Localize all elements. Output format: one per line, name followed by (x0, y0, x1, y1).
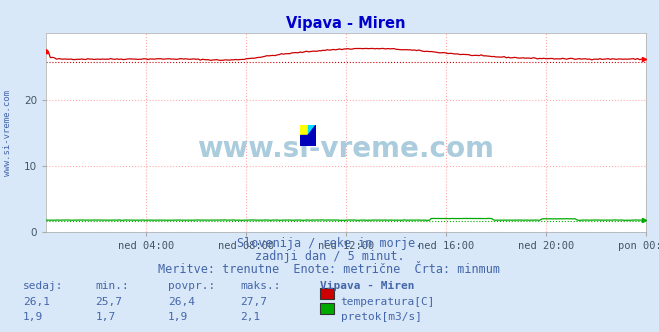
Text: Slovenija / reke in morje.: Slovenija / reke in morje. (237, 237, 422, 250)
Polygon shape (308, 124, 316, 135)
Text: 1,9: 1,9 (168, 312, 188, 322)
Text: www.si-vreme.com: www.si-vreme.com (198, 135, 494, 163)
Text: 2,1: 2,1 (241, 312, 261, 322)
Text: min.:: min.: (96, 281, 129, 290)
Text: 26,4: 26,4 (168, 297, 195, 307)
Polygon shape (300, 124, 308, 135)
Text: povpr.:: povpr.: (168, 281, 215, 290)
Title: Vipava - Miren: Vipava - Miren (286, 16, 406, 31)
Text: www.si-vreme.com: www.si-vreme.com (3, 90, 13, 176)
Text: 26,1: 26,1 (23, 297, 50, 307)
Text: temperatura[C]: temperatura[C] (341, 297, 435, 307)
Text: Vipava - Miren: Vipava - Miren (320, 281, 414, 290)
Polygon shape (308, 124, 316, 135)
Text: 25,7: 25,7 (96, 297, 123, 307)
Polygon shape (300, 135, 316, 146)
Text: zadnji dan / 5 minut.: zadnji dan / 5 minut. (254, 250, 405, 263)
Text: sedaj:: sedaj: (23, 281, 63, 290)
Text: 27,7: 27,7 (241, 297, 268, 307)
Text: 1,9: 1,9 (23, 312, 43, 322)
Text: maks.:: maks.: (241, 281, 281, 290)
Text: Meritve: trenutne  Enote: metrične  Črta: minmum: Meritve: trenutne Enote: metrične Črta: … (159, 263, 500, 276)
Text: 1,7: 1,7 (96, 312, 116, 322)
Text: pretok[m3/s]: pretok[m3/s] (341, 312, 422, 322)
